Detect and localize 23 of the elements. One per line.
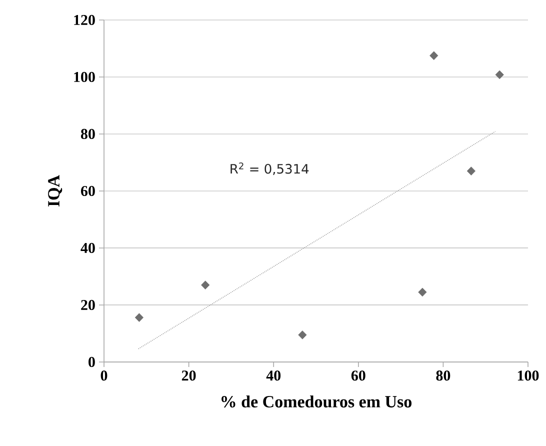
point	[201, 280, 210, 290]
point	[430, 51, 438, 60]
x-tick-label: 60	[351, 370, 366, 381]
x-tick-label: 20	[182, 370, 196, 381]
point	[466, 166, 476, 176]
y-tick-label: 80	[80, 128, 95, 140]
y-tick-label: 40	[80, 242, 95, 254]
y-tick-label: 120	[74, 14, 95, 26]
point	[298, 330, 307, 340]
y-tick-label: 100	[74, 72, 95, 82]
y-tick-label: 60	[80, 186, 95, 196]
x-tick-label: 80	[436, 370, 450, 381]
annotation: R$^{2}$ = 0,5314	[230, 162, 309, 176]
x-tick-label: 0	[100, 370, 108, 381]
x-tick-label: 100	[518, 370, 539, 381]
y-tick-label: 20	[81, 300, 95, 310]
y-axis-title: IQA	[48, 175, 62, 206]
point	[418, 288, 427, 297]
x-tick-label: 40	[266, 370, 281, 381]
y-tick-label: 0	[88, 356, 95, 368]
point	[495, 70, 504, 80]
x-axis-title: % de Comedouros em Uso	[222, 396, 412, 408]
point	[134, 313, 144, 322]
